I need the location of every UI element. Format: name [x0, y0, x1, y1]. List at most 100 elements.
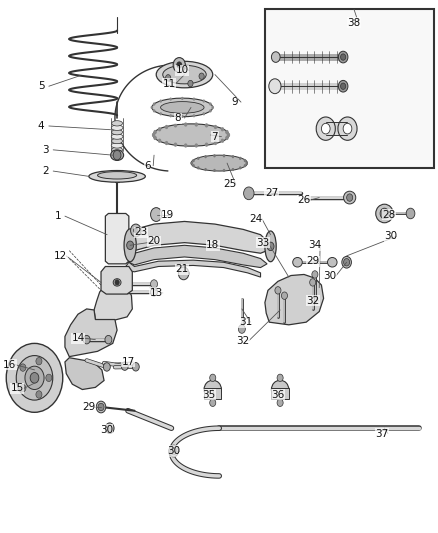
Text: 35: 35 [202, 390, 215, 400]
Bar [265, 10, 434, 168]
Text: 31: 31 [239, 317, 252, 327]
Circle shape [151, 288, 158, 296]
Circle shape [244, 164, 246, 167]
Text: 5: 5 [38, 81, 44, 91]
Circle shape [152, 133, 155, 137]
Circle shape [346, 194, 353, 201]
Circle shape [340, 54, 346, 60]
Ellipse shape [98, 172, 137, 179]
Ellipse shape [112, 139, 123, 144]
Text: 30: 30 [324, 271, 337, 281]
Circle shape [188, 80, 193, 87]
Circle shape [177, 62, 182, 68]
Ellipse shape [191, 155, 247, 171]
Circle shape [158, 139, 161, 143]
Circle shape [197, 157, 200, 160]
Ellipse shape [112, 130, 123, 135]
Circle shape [194, 143, 198, 148]
Circle shape [232, 168, 234, 171]
Ellipse shape [293, 257, 302, 267]
Circle shape [282, 292, 287, 300]
Text: 9: 9 [231, 97, 238, 107]
Circle shape [25, 366, 44, 390]
Text: 7: 7 [212, 132, 218, 142]
Ellipse shape [106, 423, 114, 433]
Circle shape [193, 98, 195, 101]
Text: 29: 29 [82, 402, 95, 412]
Text: 37: 37 [376, 429, 389, 439]
Polygon shape [65, 358, 104, 390]
Circle shape [223, 169, 225, 172]
Text: 30: 30 [100, 425, 113, 435]
Circle shape [312, 271, 318, 278]
Circle shape [165, 125, 168, 129]
Text: 6: 6 [144, 161, 151, 171]
Circle shape [232, 155, 234, 158]
Circle shape [209, 102, 212, 106]
Circle shape [158, 127, 161, 132]
Text: 32: 32 [306, 296, 319, 306]
Circle shape [151, 208, 162, 221]
Circle shape [151, 280, 158, 288]
Text: 11: 11 [162, 78, 176, 88]
Circle shape [194, 123, 198, 127]
Text: 28: 28 [382, 209, 396, 220]
Circle shape [225, 130, 229, 134]
Circle shape [244, 187, 254, 200]
Ellipse shape [169, 445, 178, 457]
Circle shape [192, 159, 195, 162]
Ellipse shape [110, 150, 124, 160]
Polygon shape [326, 122, 347, 135]
Text: 2: 2 [42, 166, 49, 176]
Circle shape [166, 75, 171, 81]
Circle shape [36, 358, 42, 365]
Ellipse shape [163, 65, 206, 84]
Circle shape [159, 112, 162, 116]
Ellipse shape [153, 124, 229, 146]
Circle shape [131, 224, 141, 237]
Ellipse shape [339, 51, 348, 63]
Circle shape [244, 159, 246, 162]
Circle shape [153, 102, 155, 106]
Polygon shape [126, 245, 267, 268]
Circle shape [277, 399, 283, 407]
Ellipse shape [89, 171, 145, 182]
Circle shape [193, 114, 195, 117]
Circle shape [197, 166, 200, 169]
Circle shape [226, 133, 230, 137]
Text: 17: 17 [121, 357, 134, 367]
Text: 29: 29 [306, 256, 319, 266]
Circle shape [225, 136, 229, 140]
Circle shape [210, 374, 216, 382]
Circle shape [338, 117, 357, 140]
Ellipse shape [124, 229, 136, 262]
Circle shape [107, 425, 112, 431]
Text: 38: 38 [347, 18, 360, 28]
Circle shape [343, 259, 350, 266]
Circle shape [83, 335, 90, 344]
Circle shape [277, 374, 283, 382]
Ellipse shape [111, 134, 123, 139]
Circle shape [205, 123, 208, 127]
Text: 36: 36 [271, 390, 285, 400]
Ellipse shape [112, 120, 123, 126]
Polygon shape [106, 214, 129, 264]
Text: 33: 33 [256, 238, 269, 248]
Circle shape [275, 287, 281, 294]
Text: 4: 4 [38, 121, 44, 131]
Circle shape [221, 127, 224, 132]
Text: 30: 30 [167, 446, 180, 456]
Ellipse shape [328, 257, 337, 267]
Circle shape [239, 157, 241, 160]
Circle shape [199, 73, 204, 79]
Circle shape [204, 155, 207, 158]
Circle shape [204, 168, 207, 171]
Text: 24: 24 [250, 214, 263, 224]
Text: 20: 20 [148, 236, 161, 246]
Circle shape [16, 356, 53, 400]
Circle shape [115, 280, 119, 285]
Ellipse shape [111, 143, 123, 148]
Circle shape [214, 125, 217, 129]
Circle shape [223, 154, 225, 157]
Circle shape [46, 374, 52, 382]
